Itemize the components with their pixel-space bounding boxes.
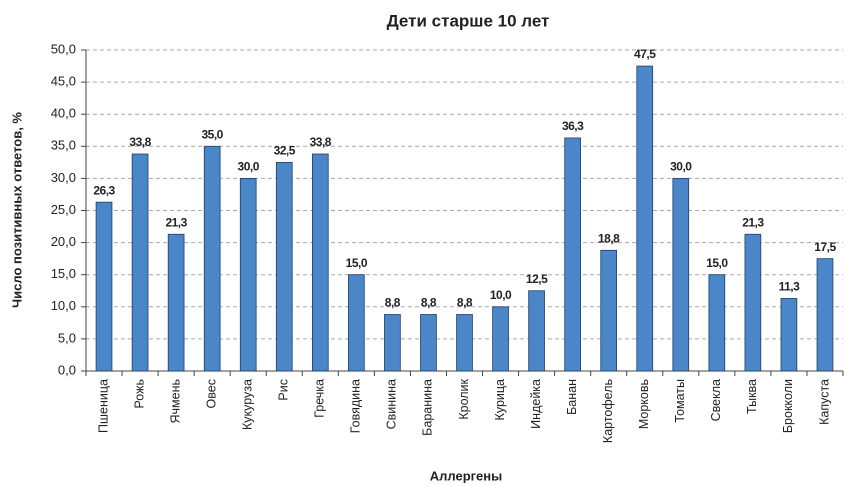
y-tick-label: 25,0 bbox=[51, 202, 76, 217]
value-label: 8,8 bbox=[457, 296, 473, 310]
bar bbox=[420, 314, 437, 372]
x-tick-label: Баранина bbox=[421, 379, 435, 436]
x-tick-label: Банан bbox=[565, 379, 579, 415]
x-tick-label: Индейка bbox=[529, 379, 543, 429]
y-tick-label: 10,0 bbox=[51, 298, 76, 313]
value-label: 32,5 bbox=[274, 144, 296, 158]
bar bbox=[348, 274, 365, 372]
bar bbox=[708, 274, 726, 372]
bar bbox=[167, 233, 185, 372]
value-label: 10,0 bbox=[490, 288, 512, 302]
bar bbox=[600, 249, 618, 372]
value-label: 12,5 bbox=[526, 272, 548, 286]
chart-title: Дети старше 10 лет bbox=[387, 11, 550, 30]
value-label: 47,5 bbox=[634, 47, 656, 61]
value-label: 21,3 bbox=[742, 215, 764, 229]
x-tick-label: Пшеница bbox=[96, 379, 110, 433]
bar bbox=[636, 65, 654, 372]
value-label: 15,0 bbox=[346, 256, 368, 270]
y-tick-label: 15,0 bbox=[51, 266, 76, 281]
bar bbox=[131, 153, 149, 372]
value-label: 26,3 bbox=[93, 183, 115, 197]
x-tick-label: Картофель bbox=[601, 379, 615, 443]
value-label: 8,8 bbox=[421, 296, 437, 310]
bar bbox=[528, 290, 545, 372]
x-tick-label: Гречка bbox=[313, 379, 327, 418]
value-label: 35,0 bbox=[201, 127, 223, 141]
bar bbox=[456, 314, 473, 372]
x-tick-label: Свинина bbox=[385, 379, 399, 429]
bar bbox=[275, 161, 293, 372]
bar bbox=[780, 298, 798, 372]
x-tick-label: Тыква bbox=[745, 379, 759, 414]
x-tick-label: Рожь bbox=[132, 379, 146, 408]
x-tick-label: Рис bbox=[277, 379, 291, 401]
value-label: 11,3 bbox=[779, 280, 801, 294]
x-tick-label: Томаты bbox=[673, 379, 687, 423]
x-tick-label: Овес bbox=[204, 379, 218, 408]
bar bbox=[95, 201, 113, 372]
bar bbox=[311, 153, 329, 372]
bar bbox=[203, 145, 221, 372]
value-label: 17,5 bbox=[814, 240, 836, 254]
value-label: 30,0 bbox=[238, 160, 260, 174]
y-tick-label: 50,0 bbox=[51, 41, 76, 56]
bar bbox=[384, 314, 401, 372]
y-axis-title: Число позитивных ответов, % bbox=[9, 112, 24, 308]
y-tick-label: 20,0 bbox=[51, 234, 76, 249]
x-tick-label: Курица bbox=[493, 379, 507, 420]
x-tick-label: Кукуруза bbox=[241, 379, 255, 430]
bar bbox=[239, 177, 257, 372]
y-tick-label: 5,0 bbox=[58, 330, 76, 345]
y-tick-label: 35,0 bbox=[51, 138, 76, 153]
bar bbox=[564, 137, 581, 372]
x-tick-label: Ячмень bbox=[168, 379, 182, 424]
value-label: 36,3 bbox=[562, 119, 584, 133]
x-tick-label: Говядина bbox=[349, 379, 363, 433]
y-tick-label: 45,0 bbox=[51, 74, 76, 89]
x-axis-title: Аллергены bbox=[430, 468, 503, 483]
x-tick-label: Брокколи bbox=[781, 379, 795, 433]
x-tick-label: Кролик bbox=[457, 378, 471, 419]
y-tick-label: 30,0 bbox=[51, 170, 76, 185]
value-label: 15,0 bbox=[706, 256, 728, 270]
x-tick-label: Капуста bbox=[817, 379, 831, 425]
x-tick-label: Свекла bbox=[709, 379, 723, 421]
x-tick-label: Морковь bbox=[637, 379, 651, 429]
bar bbox=[672, 177, 690, 372]
value-label: 33,8 bbox=[129, 135, 151, 149]
value-label: 33,8 bbox=[310, 135, 332, 149]
value-label: 21,3 bbox=[165, 215, 187, 229]
bar bbox=[492, 306, 509, 372]
y-tick-label: 40,0 bbox=[51, 106, 76, 121]
bar bbox=[744, 233, 762, 372]
y-tick-label: 0,0 bbox=[58, 362, 76, 377]
bar bbox=[816, 258, 834, 372]
value-label: 8,8 bbox=[385, 296, 401, 310]
value-label: 30,0 bbox=[670, 160, 692, 174]
value-label: 18,8 bbox=[598, 231, 620, 245]
